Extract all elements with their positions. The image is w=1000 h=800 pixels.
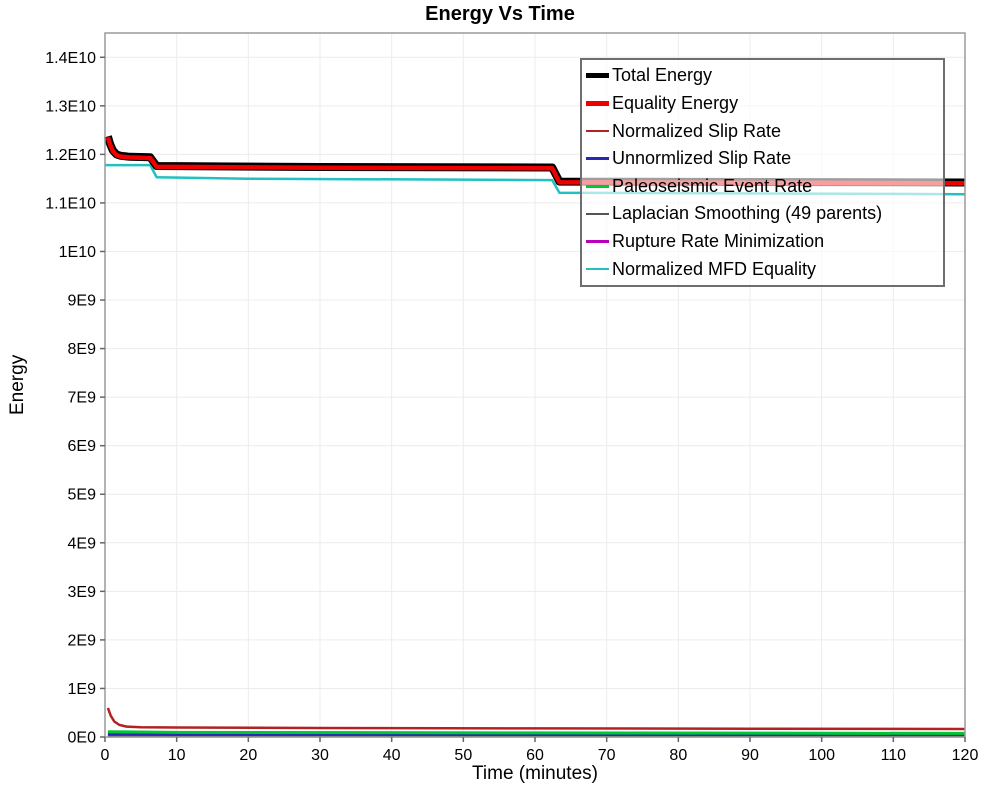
legend-line-swatch <box>586 157 609 160</box>
legend-label: Unnormlized Slip Rate <box>612 148 792 169</box>
legend-item: Total Energy <box>586 65 939 86</box>
y-tick-label: 2E9 <box>68 632 97 649</box>
legend-label: Total Energy <box>612 65 713 86</box>
legend-label: Rupture Rate Minimization <box>612 231 825 252</box>
series-paleoseismic-event-rate <box>107 730 966 735</box>
y-tick-label: 1.2E10 <box>45 147 96 164</box>
legend-box: Total Energy Equality Energy Normalized Sl… <box>580 58 945 287</box>
legend-line-swatch <box>586 185 609 188</box>
x-tick-label: 50 <box>454 747 472 764</box>
y-tick-label: 1E9 <box>68 681 97 698</box>
x-tick-label: 40 <box>383 747 401 764</box>
x-tick-label: 10 <box>168 747 186 764</box>
y-tick-label: 1.1E10 <box>45 195 96 212</box>
x-tick-label: 60 <box>526 747 544 764</box>
y-tick-label: 1.4E10 <box>45 50 96 67</box>
chart-title: Energy Vs Time <box>425 3 575 25</box>
legend-line-swatch <box>586 73 609 79</box>
series-equality-energy <box>105 136 966 186</box>
legend-item: Rupture Rate Minimization <box>586 231 939 252</box>
x-tick-label: 70 <box>598 747 616 764</box>
y-tick-label: 3E9 <box>68 584 97 601</box>
series-unnormalized-slip-rate <box>107 733 966 737</box>
legend-line-swatch <box>586 129 609 133</box>
x-tick-label: 0 <box>101 747 110 764</box>
legend-line-swatch <box>586 212 609 216</box>
legend-label: Paleoseismic Event Rate <box>612 175 813 196</box>
y-tick-label: 0E0 <box>68 730 97 747</box>
y-tick-label: 7E9 <box>68 390 97 407</box>
legend-item: Normalized MFD Equality <box>586 259 939 280</box>
x-tick-label: 120 <box>952 747 979 764</box>
x-tick-label: 90 <box>741 747 759 764</box>
y-tick-label: 5E9 <box>68 487 97 504</box>
x-tick-label: 100 <box>808 747 835 764</box>
legend-item: Equality Energy <box>586 93 939 114</box>
x-tick-label: 110 <box>881 747 907 764</box>
legend-line-swatch <box>586 267 609 271</box>
legend-item: Normalized Slip Rate <box>586 121 939 142</box>
x-tick-label: 30 <box>311 747 329 764</box>
legend-label: Laplacian Smoothing (49 parents) <box>612 203 883 224</box>
y-tick-label: 6E9 <box>68 438 97 455</box>
legend-label: Normalized MFD Equality <box>612 258 817 279</box>
legend-label: Normalized Slip Rate <box>612 120 782 141</box>
y-tick-label: 1.3E10 <box>45 98 96 115</box>
legend-item: Paleoseismic Event Rate <box>586 176 939 197</box>
legend-item: Unnormlized Slip Rate <box>586 148 939 169</box>
x-tick-label: 20 <box>239 747 257 764</box>
y-tick-label: 1E10 <box>59 244 96 261</box>
x-axis-title: Time (minutes) <box>472 763 598 784</box>
y-tick-label: 8E9 <box>68 341 97 358</box>
legend-label: Equality Energy <box>612 92 739 113</box>
series-normalized-mfd-equality <box>105 163 966 196</box>
legend-line-swatch <box>586 240 609 243</box>
legend-line-swatch <box>586 100 609 106</box>
y-tick-label: 9E9 <box>68 293 97 310</box>
x-tick-label: 80 <box>669 747 687 764</box>
y-tick-label: 4E9 <box>68 535 97 552</box>
legend-item: Laplacian Smoothing (49 parents) <box>586 203 939 224</box>
series-normalized-slip-rate <box>106 707 966 731</box>
